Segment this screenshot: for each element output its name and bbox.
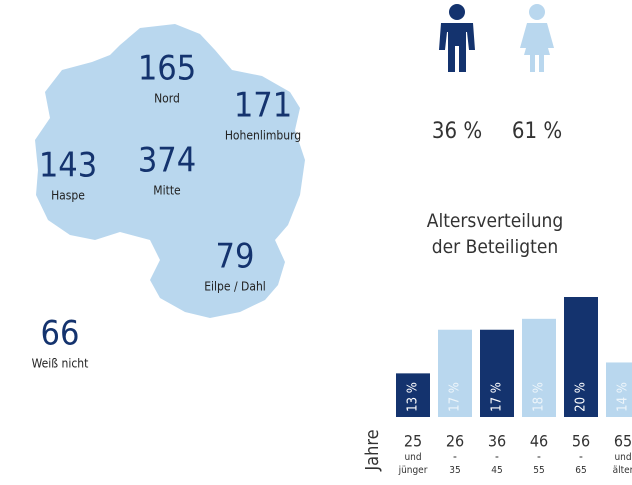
x-tick-label: -	[453, 450, 457, 464]
x-tick-label: jünger	[398, 465, 428, 476]
region-name: Eilpe / Dahl	[204, 280, 266, 294]
bar-label: 14 %	[616, 382, 631, 412]
male-icon	[439, 4, 475, 72]
x-tick-label: 55	[533, 465, 544, 476]
bar	[480, 329, 514, 417]
x-tick-label: und	[404, 452, 421, 463]
region-name: Haspe	[51, 189, 85, 203]
region-count: 66	[41, 314, 80, 354]
region-name: Nord	[154, 92, 180, 106]
x-tick-label: 36	[488, 432, 506, 451]
city-map	[35, 24, 305, 318]
bar	[396, 373, 430, 417]
chart-title-box: Altersverteilung der Beteiligten	[426, 210, 564, 258]
bar-label: 18 %	[532, 382, 547, 412]
x-tick-label: -	[537, 450, 541, 464]
bar	[564, 297, 598, 417]
bar-label: 17 %	[490, 382, 505, 412]
region-name: Hohenlimburg	[225, 129, 301, 143]
region-count: 143	[39, 146, 97, 186]
x-tick-label: älter	[613, 465, 632, 476]
region-count: 79	[216, 237, 255, 277]
y-axis-label: Jahre	[362, 429, 383, 471]
x-tick-label: 45	[491, 465, 502, 476]
x-tick-label: 65	[614, 432, 632, 451]
x-tick-label: -	[495, 450, 499, 464]
chart-title: Altersverteilung der Beteiligten	[426, 210, 564, 258]
x-tick-label: 35	[449, 465, 460, 476]
region-count: 374	[138, 141, 196, 181]
x-tick-label: 26	[446, 432, 464, 451]
region-name: Mitte	[153, 184, 181, 198]
bar-label: 17 %	[448, 382, 463, 412]
bar	[438, 329, 472, 417]
x-tick-label: 25	[404, 432, 422, 451]
bar	[522, 318, 556, 417]
gender-percent: 61 %	[512, 119, 562, 144]
x-tick-label: und	[614, 452, 631, 463]
bar-label: 13 %	[406, 382, 421, 412]
bar	[606, 362, 632, 417]
x-tick-label: 65	[575, 465, 586, 476]
x-tick-label: -	[579, 450, 583, 464]
bar-label: 20 %	[574, 382, 589, 412]
region-count: 165	[138, 49, 196, 89]
x-tick-label: 46	[530, 432, 548, 451]
female-icon	[520, 4, 554, 72]
region-count: 171	[234, 86, 292, 126]
x-tick-label: 56	[572, 432, 590, 451]
gender-percent: 36 %	[432, 119, 482, 144]
region-name: Weiß nicht	[32, 357, 89, 371]
